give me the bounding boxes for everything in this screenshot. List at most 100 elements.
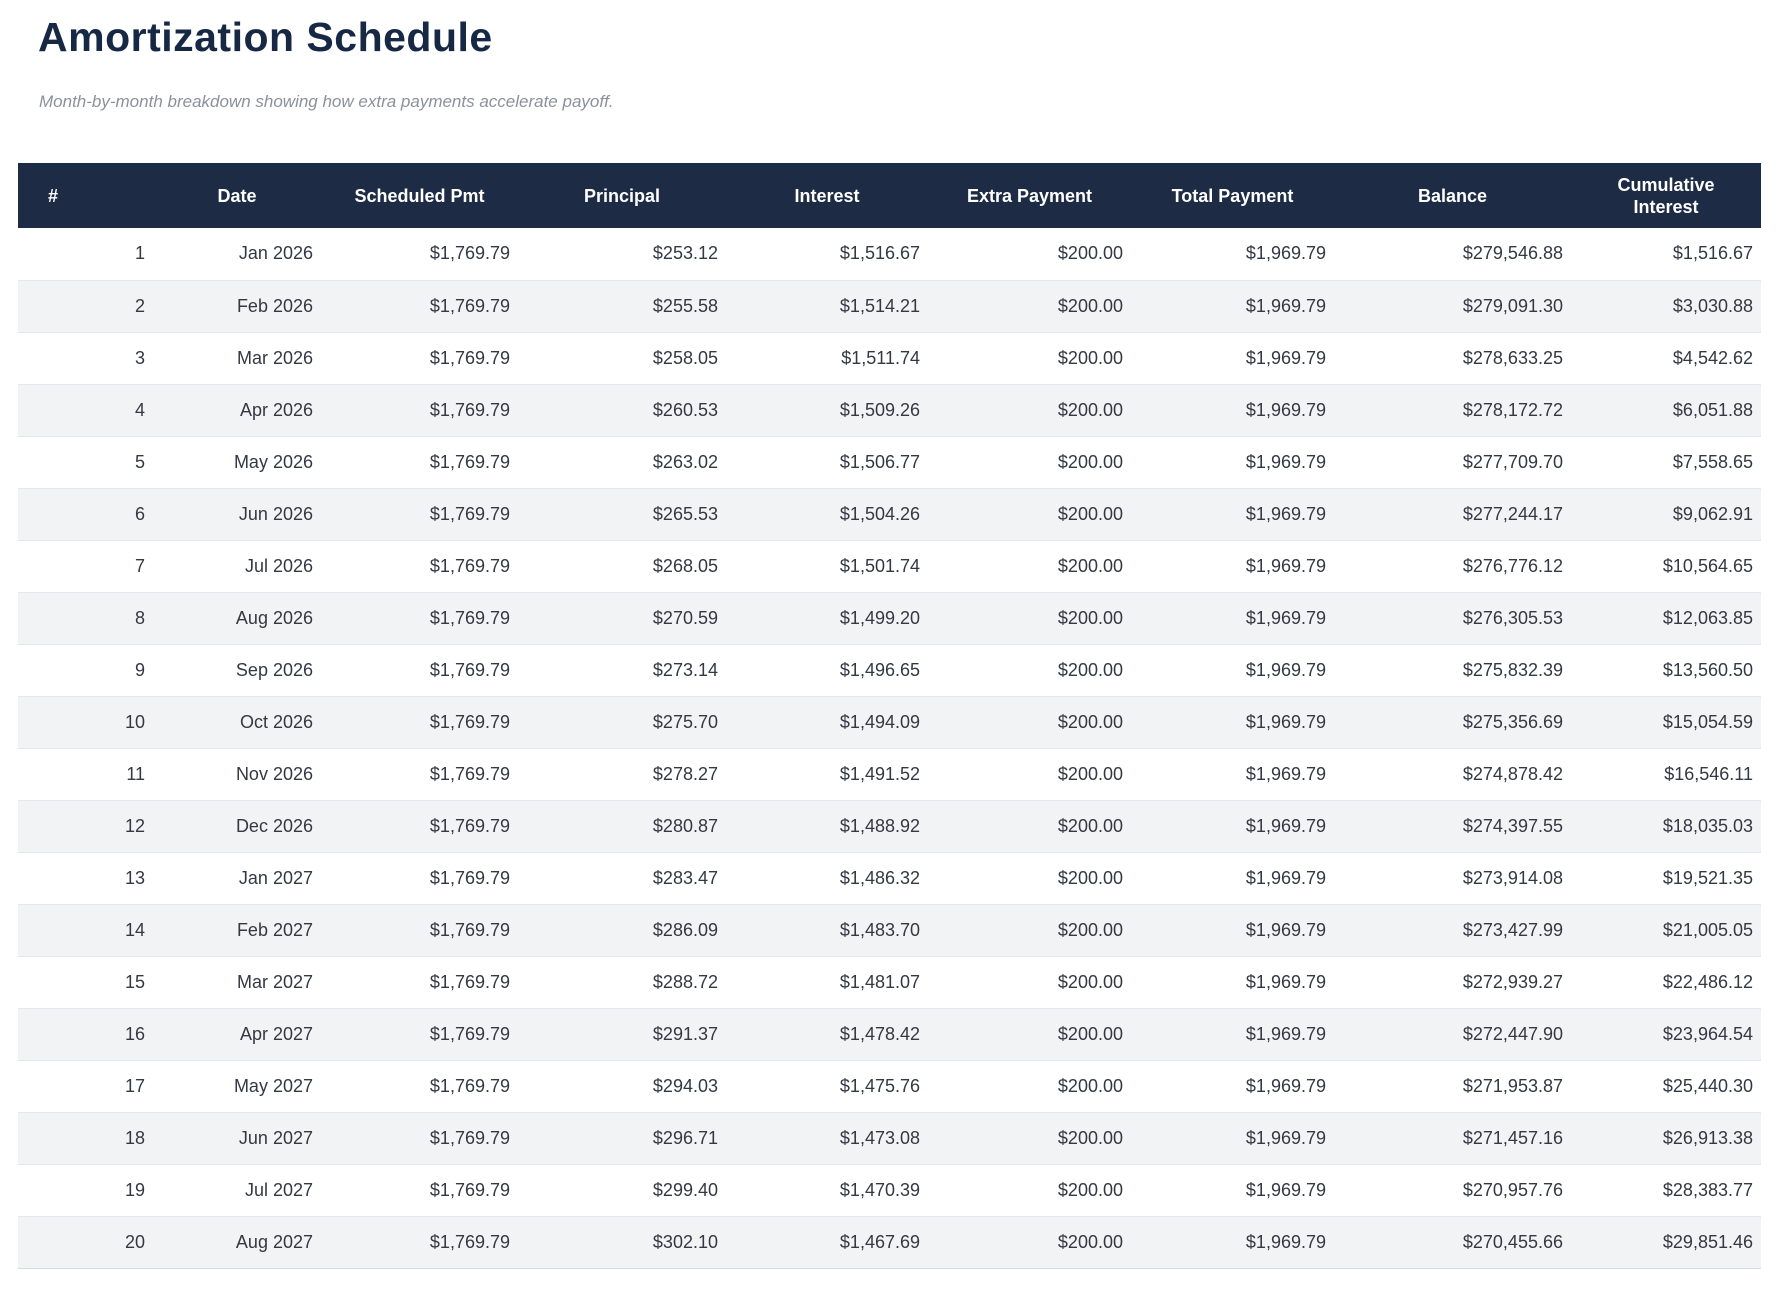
table-cell: $1,516.67	[1672, 243, 1753, 264]
table-cell: Feb 2027	[236, 919, 313, 940]
table-cell: $1,969.79	[1245, 1075, 1326, 1096]
table-cell: $1,769.79	[429, 659, 510, 680]
table-cell: $6,051.88	[1672, 399, 1753, 420]
table-cell: 16	[124, 1023, 145, 1044]
table-cell: $13,560.50	[1662, 659, 1753, 680]
column-header: Interest	[794, 185, 860, 206]
table-row: 14 Feb 2027 $1,769.79 $286.09 $1,483.70 $200.…	[18, 904, 1761, 956]
table-cell: Mar 2026	[236, 347, 313, 368]
table-cell: $274,878.42	[1462, 763, 1563, 784]
table-cell: $200.00	[1057, 867, 1123, 888]
table-cell: Jan 2027	[238, 867, 313, 888]
table-cell: $271,953.87	[1462, 1075, 1563, 1096]
table-cell: $1,769.79	[429, 867, 510, 888]
table-cell: $272,939.27	[1462, 971, 1563, 992]
table-cell: $1,769.79	[429, 711, 510, 732]
table-cell: 5	[134, 451, 145, 472]
table-cell: $270,957.76	[1462, 1179, 1563, 1200]
table-cell: $291.37	[652, 1023, 718, 1044]
table-cell: $1,769.79	[429, 763, 510, 784]
table-cell: Apr 2026	[239, 399, 313, 420]
table-cell: $1,483.70	[839, 919, 920, 940]
amortization-page: Amortization Schedule Month-by-month bre…	[0, 12, 1779, 1300]
table-cell: Jul 2027	[244, 1179, 313, 1200]
table-cell: 18	[124, 1127, 145, 1148]
table-cell: $1,486.32	[839, 867, 920, 888]
table-row: 6 Jun 2026 $1,769.79 $265.53 $1,504.26 $200.0…	[18, 488, 1761, 540]
table-cell: $277,709.70	[1462, 451, 1563, 472]
table-cell: $1,969.79	[1245, 971, 1326, 992]
table-cell: $21,005.05	[1662, 919, 1753, 940]
table-cell: $1,969.79	[1245, 243, 1326, 264]
table-cell: Aug 2026	[235, 607, 313, 628]
table-cell: 15	[124, 971, 145, 992]
table-cell: May 2026	[233, 451, 313, 472]
table-cell: $1,511.74	[841, 347, 920, 368]
table-cell: $18,035.03	[1662, 815, 1753, 836]
table-cell: $286.09	[652, 919, 718, 940]
amortization-table: # Date Scheduled Pmt Principal Interest Extra…	[18, 163, 1761, 1269]
table-cell: $1,475.76	[839, 1075, 920, 1096]
table-cell: 12	[124, 815, 145, 836]
table-row: 18 Jun 2027 $1,769.79 $296.71 $1,473.08 $200.…	[18, 1112, 1761, 1164]
table-cell: $12,063.85	[1662, 607, 1753, 628]
table-cell: $1,969.79	[1245, 867, 1326, 888]
table-cell: $200.00	[1057, 1127, 1123, 1148]
table-cell: $265.53	[652, 503, 718, 524]
table-row: 8 Aug 2026 $1,769.79 $270.59 $1,499.20 $200.0…	[18, 592, 1761, 644]
table-row: 17 May 2027 $1,769.79 $294.03 $1,475.76 $200.…	[18, 1060, 1761, 1112]
table-cell: $1,969.79	[1245, 815, 1326, 836]
table-cell: $15,054.59	[1662, 711, 1753, 732]
table-cell: $278,172.72	[1462, 399, 1563, 420]
table-cell: 3	[134, 347, 145, 368]
table-cell: $299.40	[652, 1179, 718, 1200]
table-cell: $296.71	[652, 1127, 718, 1148]
table-cell: 4	[134, 399, 145, 420]
table-row: 12 Dec 2026 $1,769.79 $280.87 $1,488.92 $200.…	[18, 800, 1761, 852]
table-cell: $1,969.79	[1245, 711, 1326, 732]
table-row: 19 Jul 2027 $1,769.79 $299.40 $1,470.39 $200.…	[18, 1164, 1761, 1216]
table-cell: $278,633.25	[1462, 347, 1563, 368]
table-cell: $294.03	[652, 1075, 718, 1096]
table-cell: $1,473.08	[839, 1127, 920, 1148]
table-cell: $200.00	[1057, 763, 1123, 784]
table-row: 11 Nov 2026 $1,769.79 $278.27 $1,491.52 $200.…	[18, 748, 1761, 800]
table-cell: Nov 2026	[235, 763, 313, 784]
table-row: 20 Aug 2027 $1,769.79 $302.10 $1,467.69 $200.…	[18, 1216, 1761, 1268]
table-cell: $3,030.88	[1672, 295, 1753, 316]
table-body: 1 Jan 2026 $1,769.79 $253.12 $1,516.67 $200.0…	[18, 228, 1761, 1268]
table-cell: $1,516.67	[839, 243, 920, 264]
table-cell: $283.47	[652, 867, 718, 888]
table-cell: $253.12	[652, 243, 718, 264]
table-cell: $1,969.79	[1245, 659, 1326, 680]
table-cell: 20	[124, 1231, 145, 1252]
table-cell: 6	[134, 503, 145, 524]
table-cell: $26,913.38	[1662, 1127, 1753, 1148]
table-cell: $279,091.30	[1462, 295, 1563, 316]
table-cell: Sep 2026	[235, 659, 313, 680]
table-row: 2 Feb 2026 $1,769.79 $255.58 $1,514.21 $200.0…	[18, 280, 1761, 332]
table-cell: $1,481.07	[839, 971, 920, 992]
table-cell: $274,397.55	[1462, 815, 1563, 836]
table-cell: Mar 2027	[236, 971, 313, 992]
table-cell: $1,769.79	[429, 919, 510, 940]
table-cell: $1,496.65	[839, 659, 920, 680]
table-cell: 2	[134, 295, 145, 316]
table-header-row: # Date Scheduled Pmt Principal Interest Extra…	[18, 163, 1761, 228]
table-cell: $200.00	[1057, 347, 1123, 368]
table-cell: $1,769.79	[429, 1127, 510, 1148]
table-cell: $1,467.69	[839, 1231, 920, 1252]
table-cell: $302.10	[652, 1231, 718, 1252]
table-cell: $270,455.66	[1462, 1231, 1563, 1252]
table-row: 13 Jan 2027 $1,769.79 $283.47 $1,486.32 $200.…	[18, 852, 1761, 904]
table-cell: $1,506.77	[839, 451, 920, 472]
table-cell: $200.00	[1057, 555, 1123, 576]
table-cell: $1,769.79	[429, 1023, 510, 1044]
table-row: 15 Mar 2027 $1,769.79 $288.72 $1,481.07 $200.…	[18, 956, 1761, 1008]
table-cell: $276,776.12	[1462, 555, 1563, 576]
page-subtitle: Month-by-month breakdown showing how ext…	[39, 92, 614, 111]
table-cell: $200.00	[1057, 295, 1123, 316]
table-row: 1 Jan 2026 $1,769.79 $253.12 $1,516.67 $200.0…	[18, 228, 1761, 280]
table-cell: 7	[134, 555, 145, 576]
table-cell: $1,969.79	[1245, 451, 1326, 472]
